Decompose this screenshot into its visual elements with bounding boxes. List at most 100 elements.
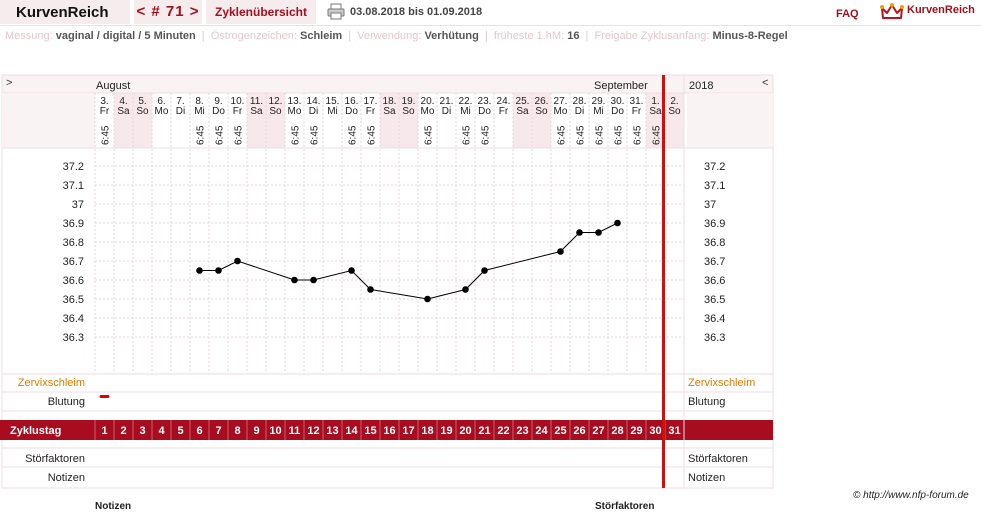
temperature-point[interactable]: [291, 276, 298, 284]
weekend-shade: [646, 93, 665, 148]
day-date: 18.: [383, 96, 397, 107]
temperature-point[interactable]: [310, 276, 317, 284]
cycle-day-label: Zyklustag: [10, 425, 61, 437]
day-date: 19.: [402, 96, 416, 107]
day-weekday: Di: [176, 106, 185, 117]
day-weekday: Mi: [593, 106, 604, 117]
day-weekday: Sa: [516, 106, 529, 117]
brand-label[interactable]: KurvenReich: [907, 4, 975, 16]
cycle-day-number[interactable]: 5: [177, 425, 183, 437]
y-tick-label-left: 36.9: [63, 218, 84, 230]
cycle-day-number[interactable]: 25: [554, 425, 566, 437]
y-tick-label-right: 37.2: [704, 161, 725, 173]
day-weekday: Mo: [155, 106, 169, 117]
copyright-footer[interactable]: © http://www.nfp-forum.de: [853, 490, 969, 501]
weekend-shade: [133, 93, 152, 148]
day-date: 7.: [176, 96, 184, 107]
day-weekday: Mi: [327, 106, 338, 117]
temperature-point[interactable]: [557, 248, 564, 255]
app-name[interactable]: KurvenReich: [16, 4, 109, 21]
disturbances-row-label: Störfaktoren: [25, 453, 85, 465]
temperature-point[interactable]: [462, 286, 469, 293]
temperature-point[interactable]: [576, 229, 583, 236]
temperature-point[interactable]: [614, 219, 621, 227]
settings-bar: Messung: vaginal / digital / 5 Minuten |…: [5, 30, 788, 42]
cycle-day-number[interactable]: 23: [516, 425, 528, 437]
app-name-box[interactable]: KurvenReich: [0, 0, 130, 24]
day-weekday: So: [668, 106, 681, 117]
temperature-point[interactable]: [234, 257, 241, 265]
day-date: 31.: [630, 96, 644, 107]
header-spacer: [2, 93, 95, 148]
cycle-day-number[interactable]: 13: [326, 425, 338, 437]
measure-time: 6:45: [576, 125, 587, 145]
cycle-day-number[interactable]: 7: [215, 425, 221, 437]
nav-next-button[interactable]: <: [762, 77, 768, 89]
crown-icon[interactable]: [880, 2, 904, 22]
nav-prev-button[interactable]: >: [6, 77, 12, 89]
cycle-day-number[interactable]: 12: [307, 425, 319, 437]
cycle-navigator[interactable]: < # 71 >: [134, 0, 202, 24]
cycle-day-number[interactable]: 19: [440, 425, 452, 437]
printer-icon[interactable]: [327, 3, 345, 20]
day-date: 13.: [288, 96, 302, 107]
day-date: 3.: [100, 96, 108, 107]
day-date: 8.: [195, 96, 203, 107]
day-date: 21.: [440, 96, 454, 107]
day-weekday: Sa: [649, 106, 662, 117]
cycle-day-number[interactable]: 14: [345, 425, 358, 437]
cycle-day-number[interactable]: 22: [497, 425, 509, 437]
cycle-day-number[interactable]: 20: [459, 425, 471, 437]
temperature-point[interactable]: [424, 295, 431, 303]
cycle-day-number[interactable]: 3: [139, 425, 145, 437]
header-spacer: [687, 93, 773, 148]
cycle-day-number[interactable]: 24: [535, 425, 548, 437]
measure-time: 6:45: [215, 125, 226, 145]
cycle-day-number[interactable]: 31: [668, 425, 680, 437]
y-tick-label-right: 36.7: [704, 256, 725, 268]
cycle-day-number[interactable]: 2: [120, 425, 126, 437]
y-tick-label-left: 37: [72, 199, 84, 211]
weekend-shade: [399, 93, 418, 148]
temperature-point[interactable]: [348, 267, 355, 274]
cycle-day-number[interactable]: 8: [234, 425, 240, 437]
weekend-shade: [513, 93, 532, 148]
cycle-day-number[interactable]: 9: [253, 425, 259, 437]
temperature-point[interactable]: [215, 267, 222, 274]
info-key-measure: Messung:: [5, 30, 53, 42]
y-tick-label-right: 36.6: [704, 275, 725, 287]
cycle-day-number[interactable]: 30: [649, 425, 661, 437]
cycle-day-number[interactable]: 6: [196, 425, 202, 437]
temperature-point[interactable]: [367, 286, 374, 293]
y-tick-label-right: 36.3: [704, 332, 725, 344]
cycle-day-number[interactable]: 28: [611, 425, 623, 437]
faq-link[interactable]: FAQ: [836, 8, 859, 20]
measure-time: 6:45: [310, 125, 321, 145]
temperature-point[interactable]: [481, 267, 488, 274]
cycle-day-number[interactable]: 17: [402, 425, 414, 437]
cycle-day-number[interactable]: 11: [289, 425, 301, 437]
temperature-point[interactable]: [595, 229, 602, 236]
measure-time: 6:45: [462, 125, 473, 145]
cycle-day-number[interactable]: 29: [630, 425, 642, 437]
cycle-overview-link[interactable]: Zyklenübersicht: [206, 0, 316, 24]
cycle-day-number[interactable]: 10: [269, 425, 281, 437]
cycle-day-number[interactable]: 1: [101, 425, 107, 437]
day-weekday: Mi: [194, 106, 205, 117]
measure-time: 6:45: [652, 125, 663, 145]
bleeding-mark[interactable]: [99, 395, 110, 398]
cycle-day-number[interactable]: 27: [592, 425, 604, 437]
cycle-day-number[interactable]: 21: [478, 425, 490, 437]
date-range: 03.08.2018 bis 01.09.2018: [350, 6, 483, 18]
bleeding-row-label: Blutung: [688, 396, 725, 408]
cycle-day-number[interactable]: 26: [573, 425, 585, 437]
notes-row-label: Notizen: [48, 472, 85, 484]
cycle-day-number[interactable]: 4: [158, 425, 165, 437]
cycle-day-number[interactable]: 15: [364, 425, 376, 437]
day-date: 30.: [611, 96, 625, 107]
cycle-day-number[interactable]: 16: [383, 425, 395, 437]
day-date: 22.: [459, 96, 473, 107]
cycle-day-number[interactable]: 18: [421, 425, 433, 437]
temperature-point[interactable]: [196, 267, 203, 274]
